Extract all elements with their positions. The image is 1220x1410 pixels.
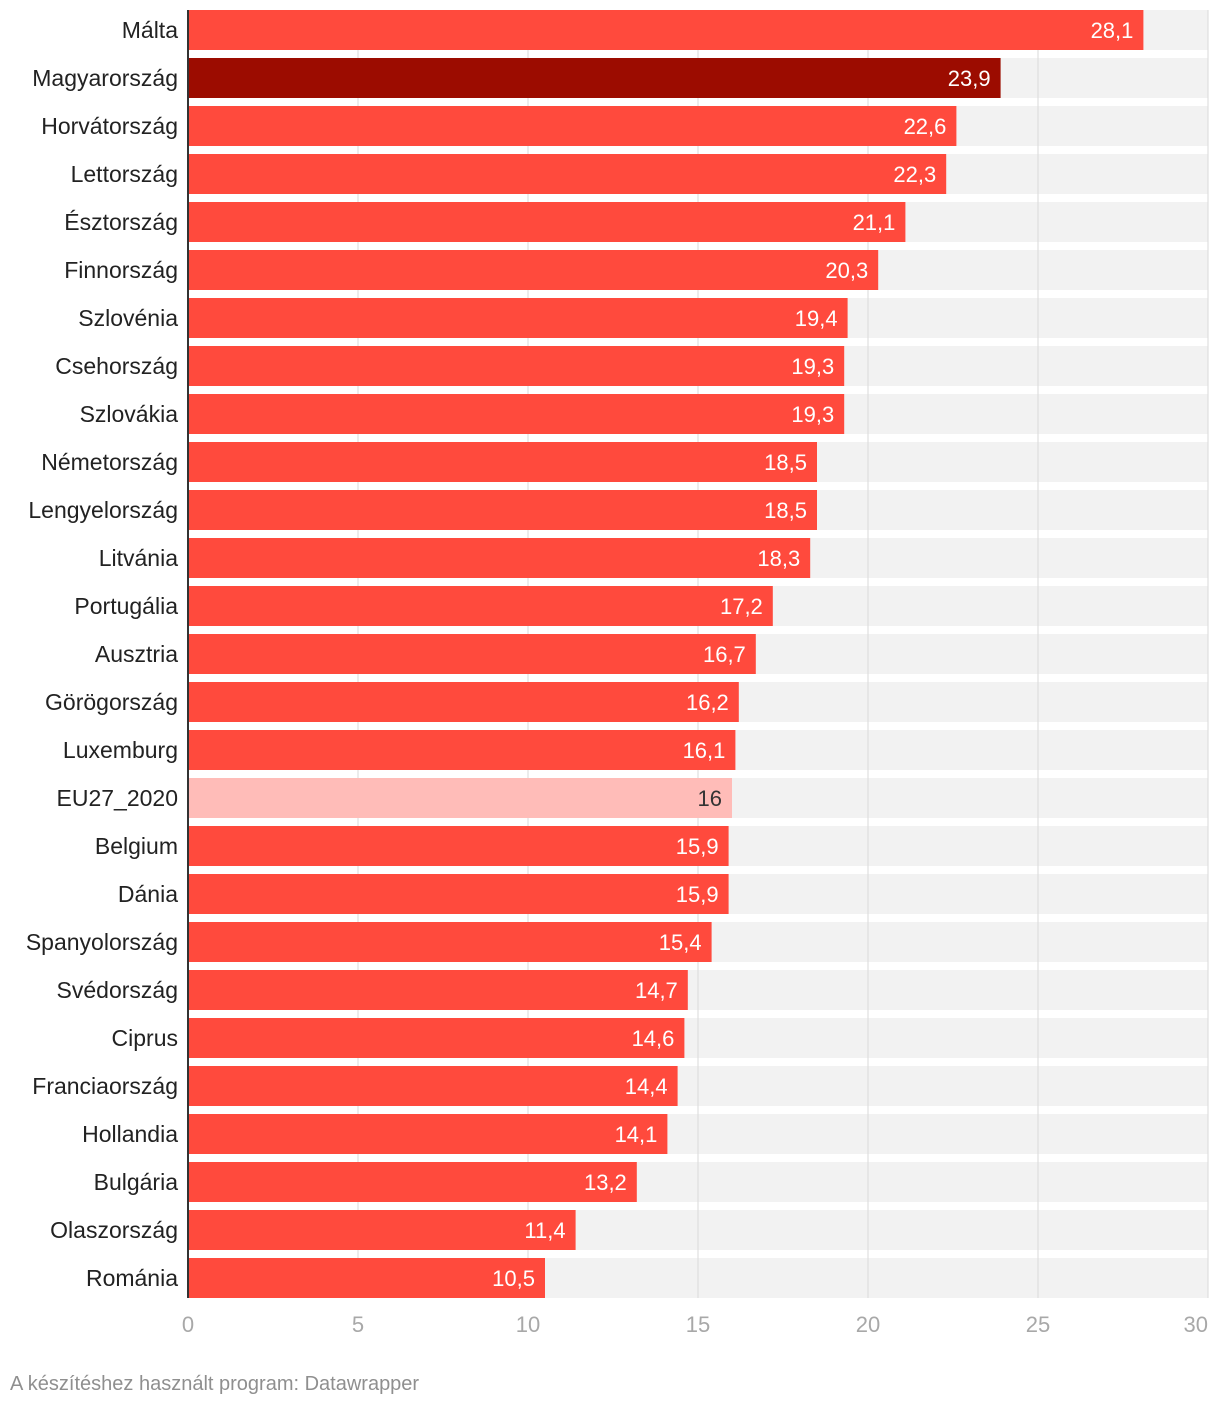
bar-franciaorszag bbox=[188, 1066, 678, 1106]
value-label-csehorszag: 19,3 bbox=[791, 354, 834, 379]
bar-dania bbox=[188, 874, 729, 914]
category-label-esztorszag: Észtország bbox=[64, 209, 178, 235]
value-label-franciaorszag: 14,4 bbox=[625, 1074, 668, 1099]
bar-bulgaria bbox=[188, 1162, 637, 1202]
x-tick-label-30: 30 bbox=[1184, 1312, 1208, 1337]
value-label-romania: 10,5 bbox=[492, 1266, 535, 1291]
bar-luxemburg bbox=[188, 730, 736, 770]
value-label-malta: 28,1 bbox=[1091, 18, 1134, 43]
value-label-finnorszag: 20,3 bbox=[825, 258, 868, 283]
category-label-spanyolorszag: Spanyolország bbox=[26, 929, 178, 955]
footer-credit: A készítéshez használt program: Datawrap… bbox=[10, 1373, 420, 1395]
category-label-lengyelorszag: Lengyelország bbox=[28, 497, 178, 523]
x-tick-label-25: 25 bbox=[1026, 1312, 1050, 1337]
value-label-spanyolorszag: 15,4 bbox=[659, 930, 702, 955]
value-label-horvatorszag: 22,6 bbox=[904, 114, 947, 139]
value-label-hollandia: 14,1 bbox=[615, 1122, 658, 1147]
category-label-csehorszag: Csehország bbox=[55, 353, 178, 379]
category-label-ciprus: Ciprus bbox=[112, 1025, 178, 1051]
category-label-nemetorszag: Németország bbox=[41, 449, 178, 475]
bar-litvania bbox=[188, 538, 811, 578]
bar-romania bbox=[188, 1258, 545, 1298]
value-label-ausztria: 16,7 bbox=[703, 642, 746, 667]
value-label-dania: 15,9 bbox=[676, 882, 719, 907]
bar-hollandia bbox=[188, 1114, 668, 1154]
x-tick-label-10: 10 bbox=[516, 1312, 540, 1337]
bar-olaszorszag bbox=[188, 1210, 576, 1250]
bar-chart: Málta Magyarország Horvátország Lettország É… bbox=[26, 10, 1209, 1337]
category-label-gorogorszag: Görögország bbox=[45, 689, 178, 715]
bar-gorogorszag bbox=[188, 682, 739, 722]
bar-nemetorszag bbox=[188, 442, 817, 482]
category-label-malta: Málta bbox=[122, 17, 178, 43]
value-label-lengyelorszag: 18,5 bbox=[764, 498, 807, 523]
bar-svedorszag bbox=[188, 970, 688, 1010]
bar-eu27-2020 bbox=[188, 778, 732, 818]
value-label-nemetorszag: 18,5 bbox=[764, 450, 807, 475]
value-label-gorogorszag: 16,2 bbox=[686, 690, 729, 715]
bar-szlovakia bbox=[188, 394, 845, 434]
value-labels: 28,1 23,922,6 22,3 21,1 20,3 19,4 19,3 19,3 18,5… bbox=[492, 18, 1133, 1291]
value-label-szlovenia: 19,4 bbox=[795, 306, 838, 331]
value-label-lettorszag: 22,3 bbox=[893, 162, 936, 187]
bar-belgium bbox=[188, 826, 729, 866]
bar-horvatorszag bbox=[188, 106, 957, 146]
x-axis-ticks: 0 5 10 15 20 25 30 bbox=[182, 1312, 1208, 1337]
value-label-luxemburg: 16,1 bbox=[683, 738, 726, 763]
bar-esztorszag bbox=[188, 202, 906, 242]
bar-spanyolorszag bbox=[188, 922, 712, 962]
category-label-horvatorszag: Horvátország bbox=[41, 113, 178, 139]
bar-malta bbox=[188, 10, 1144, 50]
category-label-luxemburg: Luxemburg bbox=[63, 737, 178, 763]
bar-csehorszag bbox=[188, 346, 845, 386]
x-tick-label-15: 15 bbox=[686, 1312, 710, 1337]
category-label-hollandia: Hollandia bbox=[82, 1121, 178, 1147]
category-label-magyarorszag: Magyarország bbox=[32, 65, 178, 91]
value-label-eu27-2020: 16 bbox=[698, 786, 722, 811]
category-label-olaszorszag: Olaszország bbox=[50, 1217, 178, 1243]
value-label-olaszorszag: 11,4 bbox=[524, 1218, 565, 1243]
category-label-ausztria: Ausztria bbox=[95, 641, 178, 667]
bar-magyarorszag bbox=[188, 58, 1001, 98]
category-label-romania: Románia bbox=[86, 1265, 178, 1291]
bar-ausztria bbox=[188, 634, 756, 674]
category-label-dania: Dánia bbox=[118, 881, 178, 907]
category-label-szlovakia: Szlovákia bbox=[80, 401, 179, 427]
bar-ciprus bbox=[188, 1018, 685, 1058]
value-label-belgium: 15,9 bbox=[676, 834, 719, 859]
value-label-svedorszag: 14,7 bbox=[635, 978, 678, 1003]
category-label-szlovenia: Szlovénia bbox=[78, 305, 178, 331]
value-label-magyarorszag: 23,9 bbox=[948, 66, 991, 91]
bar-finnorszag bbox=[188, 250, 879, 290]
bar-lengyelorszag bbox=[188, 490, 817, 530]
value-label-litvania: 18,3 bbox=[757, 546, 800, 571]
category-labels: Málta Magyarország Horvátország Lettország É… bbox=[26, 17, 178, 1291]
category-label-svedorszag: Svédország bbox=[57, 977, 178, 1003]
x-tick-label-0: 0 bbox=[182, 1312, 194, 1337]
value-label-portugalia: 17,2 bbox=[720, 594, 763, 619]
bars bbox=[188, 10, 1144, 1298]
category-label-belgium: Belgium bbox=[95, 833, 178, 859]
value-label-szlovakia: 19,3 bbox=[791, 402, 834, 427]
category-label-finnorszag: Finnország bbox=[64, 257, 178, 283]
bar-lettorszag bbox=[188, 154, 947, 194]
category-label-bulgaria: Bulgária bbox=[94, 1169, 179, 1195]
value-label-esztorszag: 21,1 bbox=[853, 210, 896, 235]
x-tick-label-5: 5 bbox=[352, 1312, 364, 1337]
value-label-bulgaria: 13,2 bbox=[584, 1170, 627, 1195]
category-label-portugalia: Portugália bbox=[74, 593, 178, 619]
x-tick-label-20: 20 bbox=[856, 1312, 880, 1337]
value-label-ciprus: 14,6 bbox=[632, 1026, 675, 1051]
category-label-eu27-2020: EU27_2020 bbox=[57, 785, 179, 811]
category-label-franciaorszag: Franciaország bbox=[32, 1073, 178, 1099]
category-label-litvania: Litvánia bbox=[99, 545, 178, 571]
category-label-lettorszag: Lettország bbox=[71, 161, 178, 187]
bar-szlovenia bbox=[188, 298, 848, 338]
bar-portugalia bbox=[188, 586, 773, 626]
